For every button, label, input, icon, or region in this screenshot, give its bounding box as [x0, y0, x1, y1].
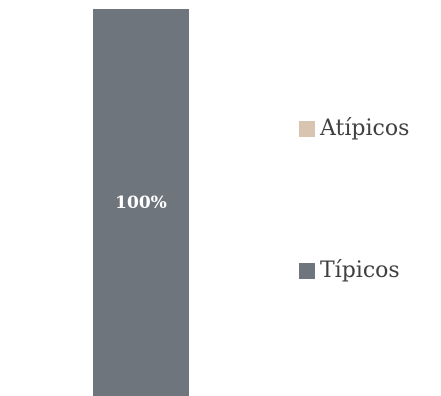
legend-swatch-atipicos: [299, 121, 315, 137]
legend-item-atipicos: Atípicos: [299, 114, 409, 144]
legend-swatch-tipicos: [299, 263, 315, 279]
legend-label-tipicos: Típicos: [320, 258, 400, 283]
stacked-bar-chart: 100%: [93, 9, 189, 396]
legend-item-tipicos: Típicos: [299, 256, 400, 286]
bar-segment-tipicos: [93, 9, 189, 396]
data-label-tipicos: 100%: [115, 193, 167, 213]
chart-legend: Atípicos Típicos: [299, 0, 441, 396]
legend-label-atipicos: Atípicos: [320, 116, 410, 141]
